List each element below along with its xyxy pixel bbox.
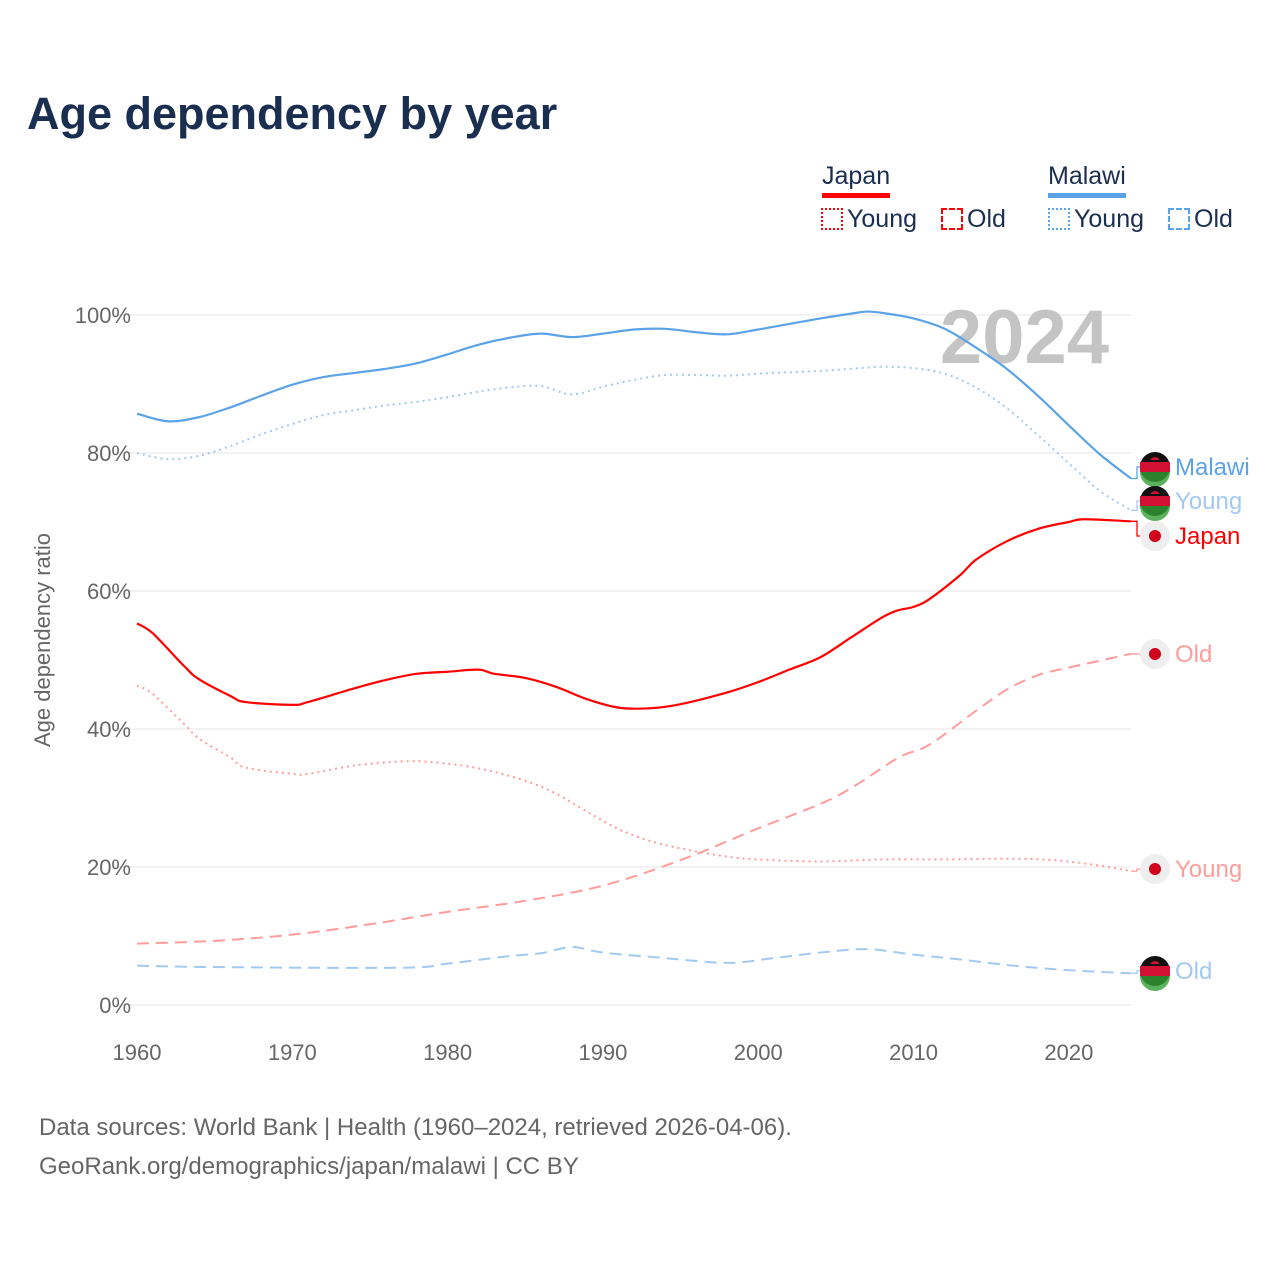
flag-disc — [1149, 863, 1161, 875]
legend-label: Young — [1074, 205, 1144, 233]
flag-green-band — [1140, 472, 1170, 487]
end-label-japan-old: Old — [1175, 641, 1212, 668]
label-connector — [1131, 466, 1142, 480]
label-connector — [1131, 500, 1142, 511]
x-tick-label: 1990 — [578, 1040, 627, 1065]
y-tick-label: 40% — [87, 717, 131, 742]
malawi-flag-icon — [1140, 452, 1170, 487]
legend-label: Old — [967, 205, 1006, 233]
y-tick-label: 100% — [75, 303, 131, 328]
y-tick-label: 20% — [87, 855, 131, 880]
end-label-japan-young: Young — [1175, 856, 1242, 883]
legend-japan-header[interactable]: Japan — [822, 162, 891, 198]
dashed-swatch-icon — [1168, 208, 1190, 230]
y-tick-label: 60% — [87, 579, 131, 604]
dotted-swatch-icon — [1048, 208, 1070, 230]
flag-disc — [1149, 648, 1161, 660]
series-line-malawi-old — [136, 946, 1132, 975]
flag-sun — [1150, 457, 1160, 460]
source-line: Data sources: World Bank | Health (1960–… — [39, 1114, 792, 1141]
label-connector — [1131, 520, 1142, 537]
label-connector — [1131, 970, 1142, 974]
flag-red-band — [1140, 496, 1170, 506]
year-overlay: 2024 — [940, 295, 1109, 380]
legend-malawi-old[interactable]: Old — [1168, 205, 1233, 234]
page-title: Age dependency by year — [27, 88, 558, 139]
end-label-malawi-old: Old — [1175, 958, 1212, 985]
x-tick-label: 1970 — [268, 1040, 317, 1065]
flag-sun — [1150, 491, 1160, 494]
legend-japan-old[interactable]: Old — [941, 205, 1006, 234]
flag-green-band — [1140, 506, 1170, 521]
source-link[interactable]: GeoRank.org/demographics/japan/malawi | … — [39, 1153, 579, 1180]
flag-disc — [1149, 530, 1161, 542]
end-label-japan: Japan — [1175, 523, 1240, 550]
japan-flag-icon — [1140, 521, 1170, 551]
legend-japan-young[interactable]: Young — [821, 205, 917, 234]
end-label-malawi: Malawi — [1175, 454, 1250, 481]
dotted-swatch-icon — [821, 208, 843, 230]
x-tick-label: 2010 — [889, 1040, 938, 1065]
japan-flag-icon — [1140, 854, 1170, 884]
x-tick-label: 1960 — [113, 1040, 162, 1065]
label-connector — [1131, 868, 1142, 872]
flag-green-band — [1140, 976, 1170, 991]
series-line-japan-young — [136, 684, 1132, 873]
series-line-japan — [136, 518, 1132, 710]
y-axis-label: Age dependency ratio — [30, 533, 55, 747]
dashed-swatch-icon — [941, 208, 963, 230]
malawi-flag-icon — [1140, 486, 1170, 521]
legend-malawi-header[interactable]: Malawi — [1048, 162, 1126, 198]
legend-label: Old — [1194, 205, 1233, 233]
flag-red-band — [1140, 966, 1170, 976]
x-tick-label: 2000 — [734, 1040, 783, 1065]
series-line-japan-old — [136, 652, 1132, 945]
malawi-flag-icon — [1140, 956, 1170, 991]
y-tick-label: 0% — [99, 993, 131, 1018]
end-label-malawi-young: Young — [1175, 488, 1242, 515]
flag-sun — [1150, 961, 1160, 964]
legend-malawi-young[interactable]: Young — [1048, 205, 1144, 234]
legend-label: Young — [847, 205, 917, 233]
y-tick-label: 80% — [87, 441, 131, 466]
series-line-malawi-young — [136, 365, 1132, 512]
source-note: Data sources: World Bank | Health (1960–… — [39, 1108, 792, 1186]
japan-flag-icon — [1140, 639, 1170, 669]
flag-red-band — [1140, 462, 1170, 472]
x-tick-label: 1980 — [423, 1040, 472, 1065]
x-tick-label: 2020 — [1044, 1040, 1093, 1065]
series-line-malawi — [136, 310, 1132, 480]
